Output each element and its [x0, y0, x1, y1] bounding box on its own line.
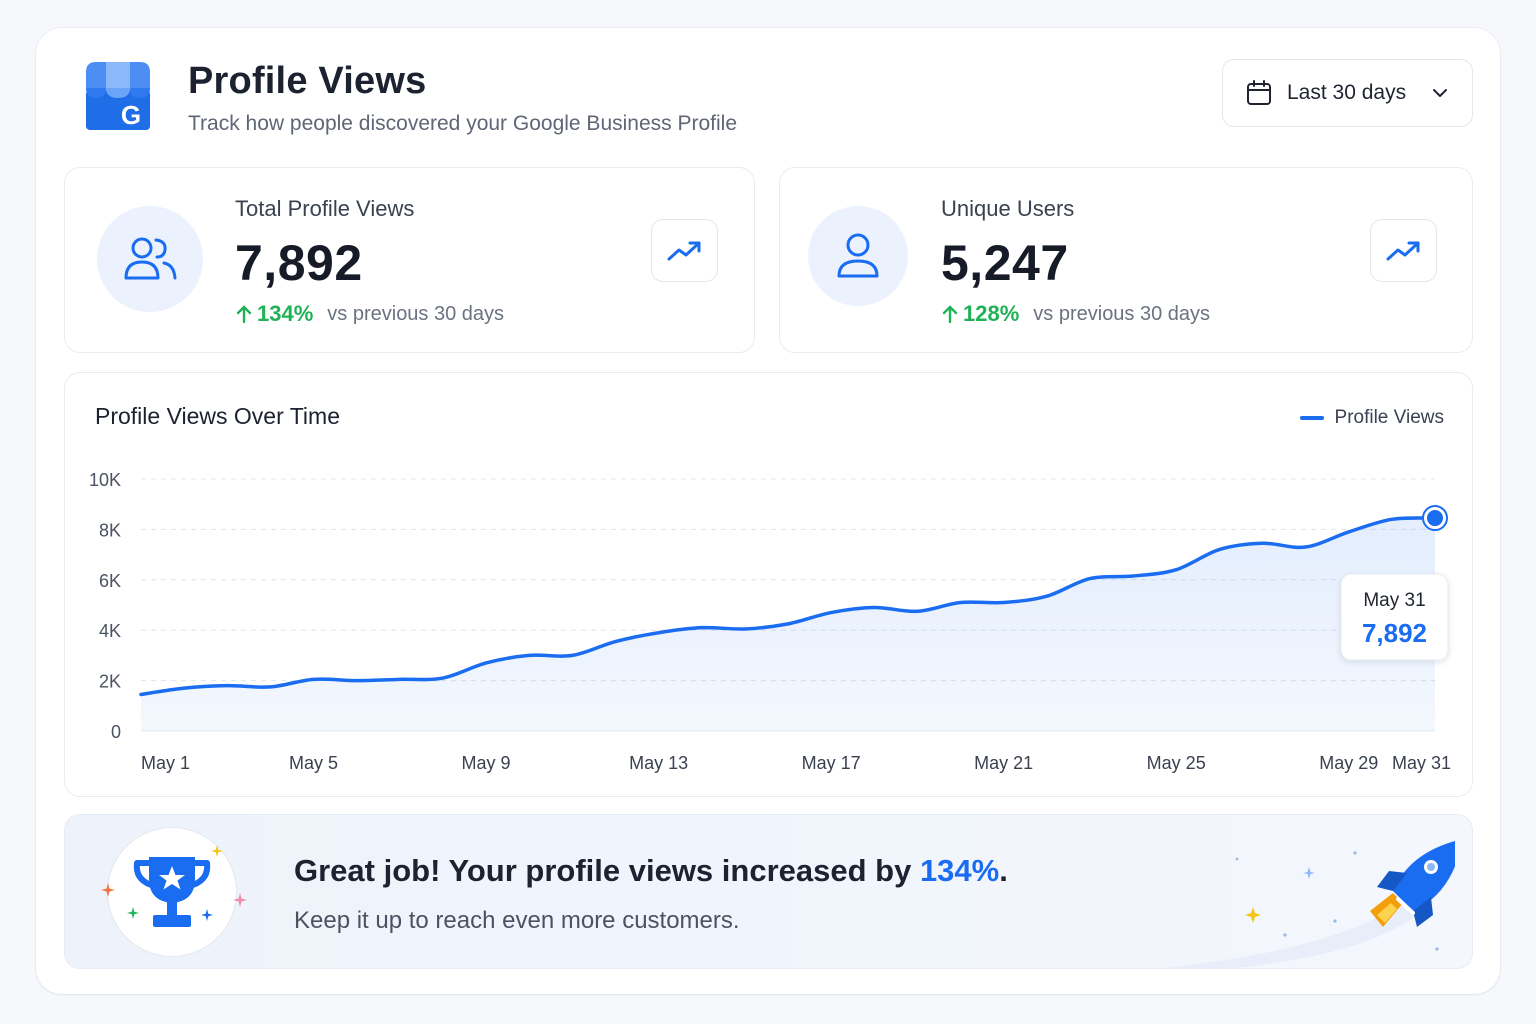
user-icon-circle [808, 206, 908, 306]
x-tick-label: May 9 [462, 753, 511, 773]
date-range-dropdown[interactable]: Last 30 days [1222, 59, 1473, 127]
google-business-logo-icon: G [86, 62, 150, 130]
stat-delta-percent: 128% [963, 301, 1020, 326]
y-tick-label: 6K [99, 571, 121, 591]
last-point [1427, 510, 1443, 527]
y-tick-label: 2K [99, 672, 121, 692]
trending-up-icon [667, 241, 700, 260]
stat-comparison: vs previous 30 days [1033, 302, 1211, 325]
stat-label: Total Profile Views [235, 196, 415, 221]
arrow-up-icon [236, 305, 252, 324]
chart-legend: Profile Views [1299, 407, 1444, 429]
y-tick-label: 4K [99, 621, 121, 641]
x-tick-label: May 13 [629, 753, 688, 773]
trending-up-icon [1386, 241, 1419, 260]
stat-delta: 134% vs previous 30 days [235, 301, 504, 327]
logo-letter: G [121, 100, 141, 130]
stat-delta: 128% vs previous 30 days [941, 301, 1210, 327]
y-tick-label: 10K [89, 470, 121, 490]
sparkle-icon [201, 909, 213, 921]
profile-views-card: G Profile Views Track how people discove… [36, 28, 1500, 994]
x-tick-label: May 17 [802, 753, 861, 773]
legend-label: Profile Views [1334, 407, 1444, 428]
banner-subtext: Keep it up to reach even more customers. [294, 907, 740, 934]
x-tick-label: May 29 [1319, 753, 1378, 773]
tooltip-box [1340, 573, 1449, 661]
rocket-icon [1164, 841, 1455, 968]
stat-value: 5,247 [941, 235, 1069, 291]
users-icon-circle [97, 206, 203, 312]
views-chart-card: Profile Views Over Time Profile Views 0 2… [64, 372, 1473, 797]
x-tick-label: May 21 [974, 753, 1033, 773]
banner-headline-suffix: . [999, 853, 1008, 888]
page-subtitle: Track how people discovered your Google … [188, 112, 738, 135]
trend-button[interactable] [1370, 219, 1437, 282]
banner-headline-text: Great job! Your profile views increased … [294, 853, 920, 888]
trophy-badge [107, 827, 237, 957]
stat-comparison: vs previous 30 days [327, 302, 505, 325]
date-range-label: Last 30 days [1287, 81, 1407, 104]
legend-swatch [1299, 416, 1324, 420]
y-tick-label: 8K [99, 520, 121, 540]
chart-title: Profile Views Over Time [95, 403, 340, 429]
x-tick-label: May 31 [1392, 753, 1451, 773]
series-line [139, 516, 1437, 697]
unique-users-card: Unique Users 5,247 128% vs previous 30 d… [779, 167, 1473, 353]
stat-value: 7,892 [235, 235, 363, 291]
tooltip-date: May 31 [1363, 590, 1425, 611]
trophy-icon [133, 857, 211, 927]
arrow-up-icon [942, 305, 958, 324]
y-tick-label: 0 [111, 722, 121, 742]
sparkle-icon [127, 907, 139, 919]
tooltip-value: 7,892 [1362, 618, 1427, 648]
chevron-down-icon [1433, 89, 1447, 97]
banner-highlight: 134% [919, 853, 1000, 888]
sparkle-icon [101, 883, 115, 897]
x-tick-label: May 25 [1147, 753, 1206, 773]
views-chart: 0 2K 4K 6K 8K 10K May 1 May 5 May 9 May 13 May 17 M… [89, 470, 1451, 773]
sparkle-icon [233, 893, 247, 907]
congrats-banner: Great job! Your profile views increased … [64, 814, 1473, 969]
x-tick-label: May 5 [289, 753, 338, 773]
x-tick-label: May 1 [141, 753, 190, 773]
calendar-icon [1247, 80, 1271, 105]
sparkle-icon [211, 845, 223, 857]
stat-delta-percent: 134% [257, 301, 314, 326]
page-title: Profile Views [188, 60, 427, 102]
trend-button[interactable] [651, 219, 718, 282]
total-profile-views-card: Total Profile Views 7,892 134% vs previo… [64, 167, 755, 353]
users-icon [124, 237, 177, 280]
stat-label: Unique Users [941, 196, 1075, 221]
banner-headline: Great job! Your profile views increased … [294, 853, 1008, 889]
user-icon [837, 233, 879, 278]
